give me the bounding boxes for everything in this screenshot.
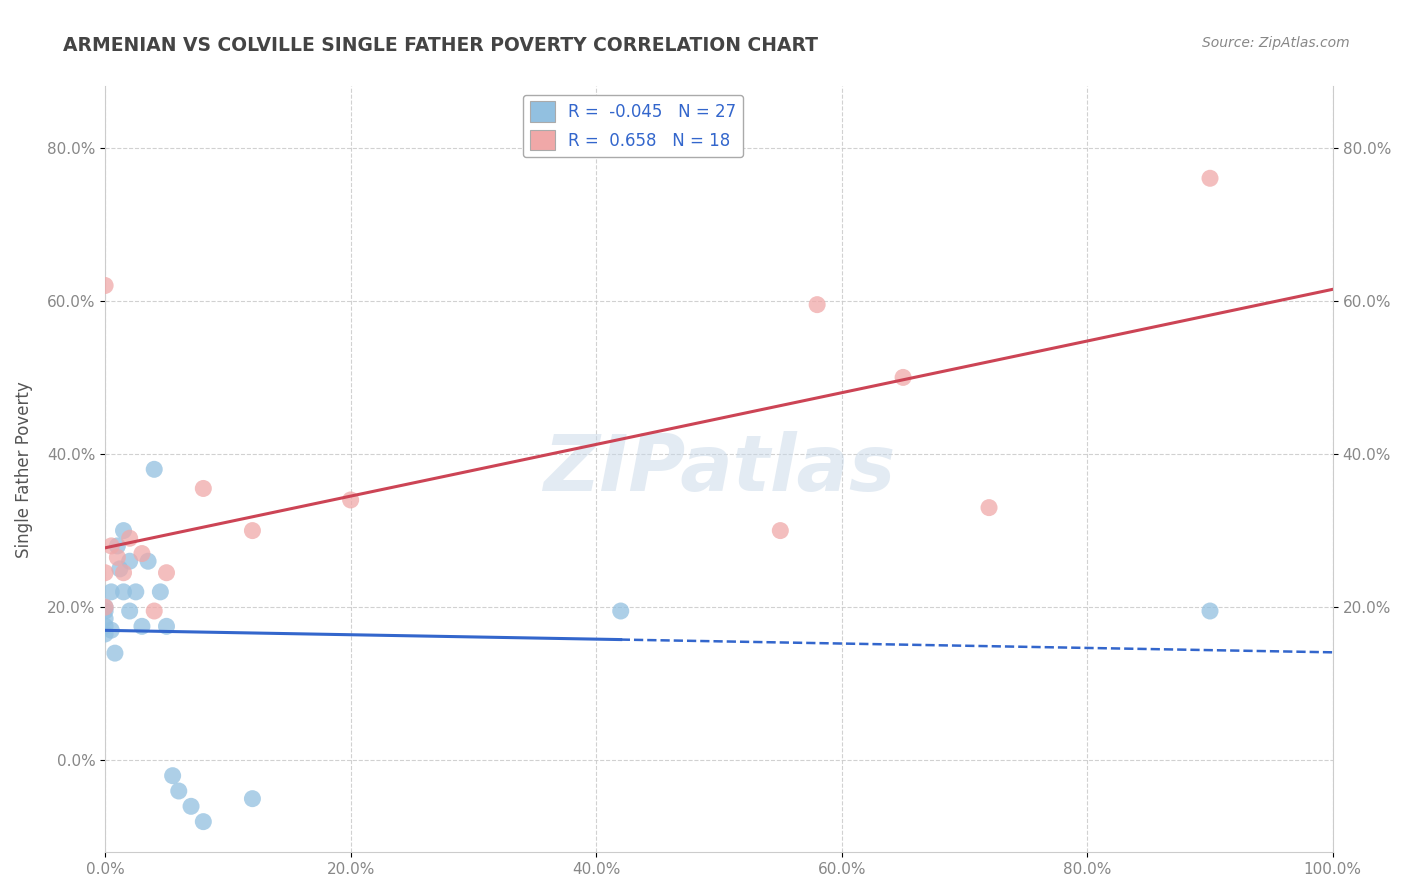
- Point: [242, 524, 264, 538]
- Point: [94, 627, 117, 641]
- Point: [94, 612, 117, 626]
- Point: [891, 370, 914, 384]
- Text: Source: ZipAtlas.com: Source: ZipAtlas.com: [1202, 36, 1350, 50]
- Point: [242, 791, 264, 805]
- Point: [118, 554, 141, 568]
- Point: [112, 566, 135, 580]
- Point: [94, 600, 117, 615]
- Point: [193, 814, 215, 829]
- Point: [167, 784, 190, 798]
- Point: [149, 585, 172, 599]
- Point: [131, 547, 153, 561]
- Point: [118, 531, 141, 545]
- Point: [100, 585, 122, 599]
- Point: [94, 600, 117, 615]
- Point: [105, 550, 128, 565]
- Point: [105, 539, 128, 553]
- Point: [94, 566, 117, 580]
- Point: [94, 278, 117, 293]
- Point: [118, 604, 141, 618]
- Point: [609, 604, 631, 618]
- Point: [193, 482, 215, 496]
- Point: [1199, 604, 1222, 618]
- Point: [125, 585, 148, 599]
- Y-axis label: Single Father Poverty: Single Father Poverty: [15, 381, 32, 558]
- Legend: R =  -0.045   N = 27, R =  0.658   N = 18: R = -0.045 N = 27, R = 0.658 N = 18: [523, 95, 742, 157]
- Point: [94, 604, 117, 618]
- Text: ARMENIAN VS COLVILLE SINGLE FATHER POVERTY CORRELATION CHART: ARMENIAN VS COLVILLE SINGLE FATHER POVER…: [63, 36, 818, 54]
- Point: [180, 799, 202, 814]
- Point: [100, 623, 122, 637]
- Point: [112, 585, 135, 599]
- Point: [143, 462, 166, 476]
- Point: [155, 566, 177, 580]
- Point: [162, 769, 184, 783]
- Point: [94, 619, 117, 633]
- Point: [131, 619, 153, 633]
- Text: ZIPatlas: ZIPatlas: [543, 432, 896, 508]
- Point: [143, 604, 166, 618]
- Point: [1199, 171, 1222, 186]
- Point: [108, 562, 131, 576]
- Point: [339, 492, 361, 507]
- Point: [104, 646, 127, 660]
- Point: [977, 500, 1000, 515]
- Point: [136, 554, 159, 568]
- Point: [112, 524, 135, 538]
- Point: [769, 524, 792, 538]
- Point: [155, 619, 177, 633]
- Point: [806, 298, 828, 312]
- Point: [100, 539, 122, 553]
